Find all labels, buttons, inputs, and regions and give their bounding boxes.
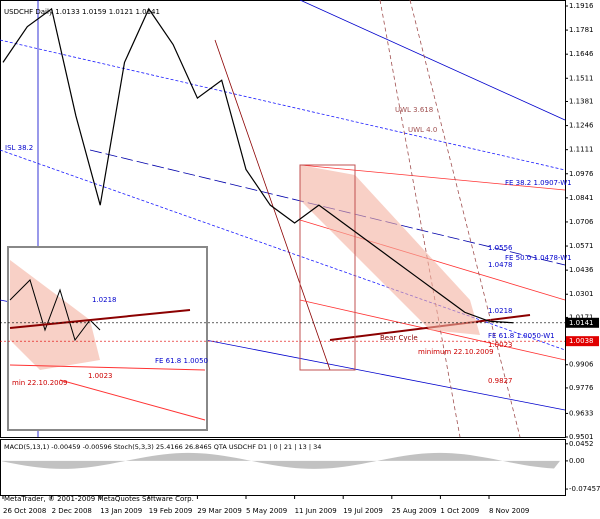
annotation: FE 38.2 1.0907-W1 xyxy=(505,179,572,187)
x-tick-label: 26 Oct 2008 xyxy=(3,507,46,515)
trend-line xyxy=(214,39,331,371)
annotation: 1.0478 xyxy=(488,261,513,269)
y-tick-label: 1.0301 xyxy=(569,290,594,298)
y-tick-label: 1.0436 xyxy=(569,266,594,274)
window-title: USDCHF Daily 1.0133 1.0159 1.0121 1.0141 xyxy=(4,8,160,16)
x-tick-label: 1 Oct 2009 xyxy=(440,507,479,515)
annotation: Bear Cycle xyxy=(380,334,418,342)
inset-line xyxy=(9,309,191,329)
annotation: 0.9827 xyxy=(488,377,513,385)
annotation: FE 50.0 1.0478-W1 xyxy=(505,254,572,262)
fib-line xyxy=(409,0,521,438)
y-tick-label: 1.1111 xyxy=(569,146,594,154)
y-tick-label: 1.1381 xyxy=(569,97,594,105)
annotation: FE 61.8 1.0050-W1 xyxy=(488,332,555,340)
macd-histogram xyxy=(2,452,560,469)
trend-line xyxy=(0,39,566,171)
y-tick-label: 1.1781 xyxy=(569,26,594,34)
y-tick-label: 1.0841 xyxy=(569,194,594,202)
y-tick-label: 0.9906 xyxy=(569,361,594,369)
y-tick-label: 1.1916 xyxy=(569,2,594,10)
price-label: 1.0141 xyxy=(569,319,594,327)
fib-line xyxy=(299,164,566,191)
x-tick-label: 11 Jun 2009 xyxy=(295,507,337,515)
price-label: 1.0038 xyxy=(569,337,594,345)
y-tick-label: 0.9501 xyxy=(569,433,594,441)
indicator-header: MACD(5,13,1) -0.00459 -0.00596 Stoch(5,3… xyxy=(4,443,321,451)
annotation: min 22.10.2009 xyxy=(12,379,68,387)
annotation: ISL 38.2 xyxy=(5,144,33,152)
inset-line xyxy=(9,364,206,371)
annotation: UWL 4.0 xyxy=(408,126,437,134)
y-tick-label: 1.1646 xyxy=(569,50,594,58)
x-tick-label: 13 Jan 2009 xyxy=(100,507,142,515)
x-tick-label: 19 Feb 2009 xyxy=(149,507,193,515)
inset-line xyxy=(59,379,206,421)
x-tick-label: 2 Dec 2008 xyxy=(52,507,92,515)
plot-frame xyxy=(0,0,566,438)
y-tick-label: 1.1246 xyxy=(569,122,594,130)
annotation: minimum 22.10.2009 xyxy=(418,348,494,356)
annotation: UWL 3.618 xyxy=(395,106,433,114)
channel xyxy=(300,165,480,335)
y-tick-label: 1.0171 xyxy=(569,313,594,321)
indicator-frame xyxy=(0,439,566,496)
y-tick-label: 1.0976 xyxy=(569,170,594,178)
x-tick-label: 8 Nov 2009 xyxy=(489,507,529,515)
price-line xyxy=(2,7,514,324)
macd-tick-label: -0.07457 xyxy=(569,485,600,493)
footer: MetaTrader, © 2001-2009 MetaQuotes Softw… xyxy=(4,495,194,503)
annotation: 1.0218 xyxy=(488,307,513,315)
trend-line xyxy=(299,0,566,121)
x-tick-label: 19 Jul 2009 xyxy=(343,507,383,515)
annotation: 1.0023 xyxy=(488,341,513,349)
macd-tick-label: 0.00 xyxy=(569,457,585,465)
annotation: 1.0023 xyxy=(88,372,113,380)
y-tick-label: 1.0571 xyxy=(569,242,594,250)
box xyxy=(299,164,356,371)
annotation: FE 61.8 1.0050 xyxy=(155,357,208,365)
y-tick-label: 1.1511 xyxy=(569,74,594,82)
x-tick-label: 25 Aug 2009 xyxy=(392,507,437,515)
price-box xyxy=(566,317,599,328)
macd-tick-label: 0.0452 xyxy=(569,440,594,448)
x-tick-label: 5 May 2009 xyxy=(246,507,287,515)
annotation: 1.0218 xyxy=(92,296,117,304)
price-box xyxy=(566,336,599,347)
y-tick-label: 0.9776 xyxy=(569,384,594,392)
annotation: 1.0556 xyxy=(488,244,513,252)
y-tick-label: 0.9633 xyxy=(569,409,594,417)
y-tick-label: 1.0706 xyxy=(569,218,594,226)
x-tick-label: 29 Mar 2009 xyxy=(197,507,241,515)
